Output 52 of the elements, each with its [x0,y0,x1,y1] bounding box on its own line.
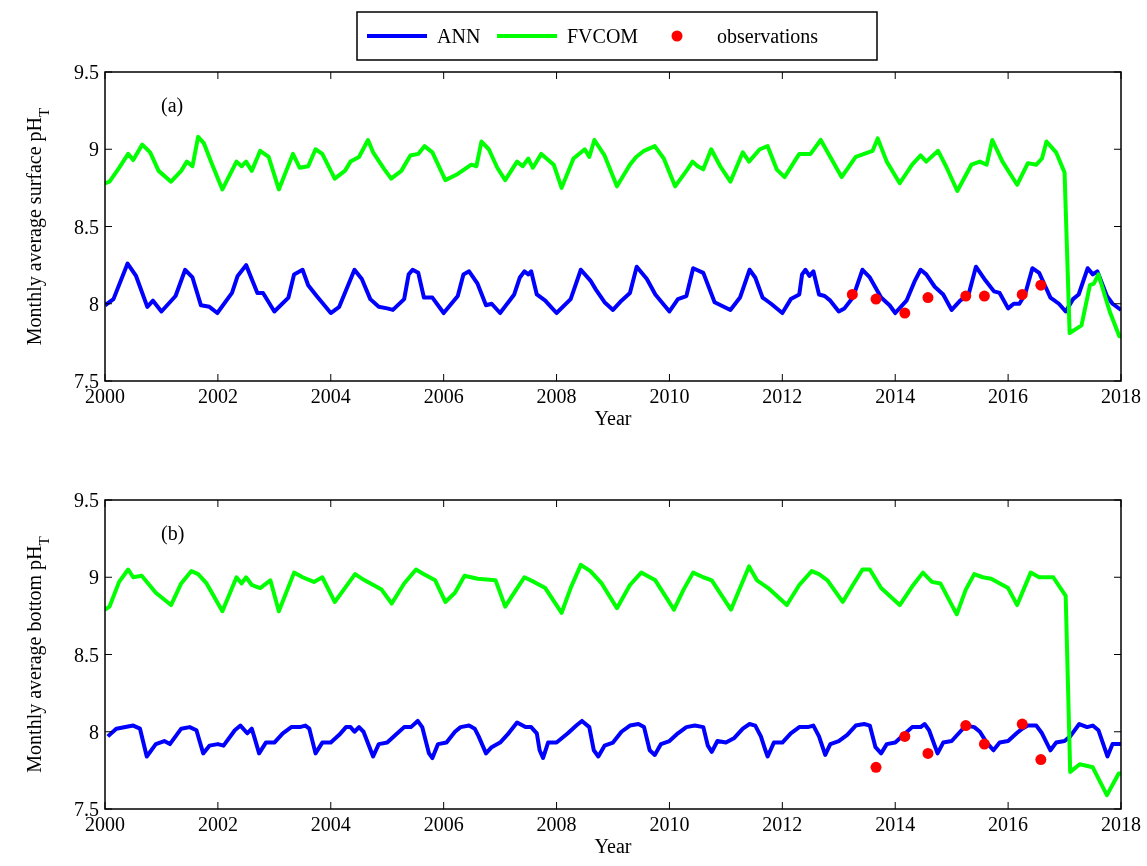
x-tick-label: 2014 [875,385,916,407]
legend-label: FVCOM [567,25,639,47]
point [870,761,882,773]
x-tick-label: 2002 [197,813,238,835]
point [960,290,972,302]
x-tick-label: 2002 [197,385,238,407]
y-tick-label: 9.5 [74,61,99,83]
x-tick-label: 2006 [423,813,464,835]
annotation: (b) [161,522,185,545]
point [922,292,934,304]
x-tick-label: 2018 [1101,385,1141,407]
x-tick-label: 2010 [649,385,690,407]
x-tick-label: 2012 [762,385,803,407]
point [899,307,911,319]
x-tick-label: 2012 [762,813,803,835]
x-tick-label: 2006 [423,385,464,407]
line-series [105,718,1121,761]
x-tick-label: 2008 [536,385,577,407]
y-tick-label: 9 [89,566,99,589]
point [922,747,934,759]
y-tick-label: 8 [89,292,99,315]
line-series [105,261,1121,316]
x-tick-label: 2016 [988,813,1029,835]
legend-label: ANN [437,25,481,47]
y-tick-label: 9 [89,138,99,161]
point [899,730,911,742]
line-series [105,562,1121,798]
point [978,738,990,750]
point [1035,279,1047,291]
point [960,720,972,732]
x-tick-label: 2004 [310,385,351,407]
y-tick-label: 8.5 [74,215,99,238]
x-tick-label: 2014 [875,813,916,835]
x-tick-label: 2004 [310,813,351,835]
point [978,290,990,302]
x-tick-label: 2010 [649,813,690,835]
legend-label: observations [717,25,819,47]
line-series [105,134,1121,339]
x-axis-title: Year [594,835,632,857]
point [1016,288,1028,300]
annotation: (a) [161,94,184,117]
y-tick-label: 8 [89,720,99,743]
x-tick-label: 2018 [1101,813,1141,835]
point [846,288,858,300]
point [1016,718,1028,730]
x-tick-label: 2008 [536,813,577,835]
y-tick-label: 8.5 [74,643,99,666]
x-tick-label: 2016 [988,385,1029,407]
y-tick-label: 9.5 [74,489,99,511]
point [870,293,882,305]
x-axis-title: Year [594,407,632,429]
point [1035,754,1047,766]
